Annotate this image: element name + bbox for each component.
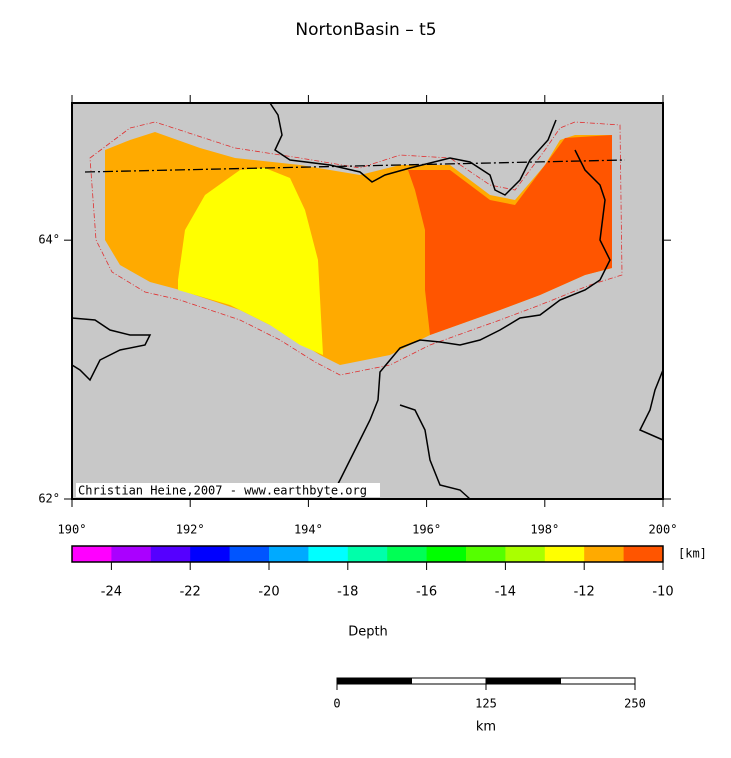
title: NortonBasin – t5 [295,20,436,40]
depth-zone [408,135,612,335]
lon-tick-label: 200° [649,523,678,537]
scale-unit: km [476,720,496,735]
color-swatch [347,546,388,562]
colorbar-tick-label: -18 [337,585,358,600]
lon-tick-label: 198° [530,523,559,537]
colorbar-tick-label: -12 [574,585,595,600]
scale-segment [411,677,487,685]
credit: Christian Heine,2007 - www.earthbyte.org [78,484,367,498]
credit-box [76,483,380,497]
basin-outline [89,121,623,376]
scale-tick-label: 125 [475,697,497,711]
color-swatch [584,546,625,562]
scale-segment [560,677,636,685]
lon-tick-label: 196° [412,523,441,537]
lon-tick-label: 190° [58,523,87,537]
scale-tick-label: 250 [624,697,646,711]
scale-tick-label: 0 [333,697,340,711]
scale-segment [336,677,412,685]
color-swatch [426,546,467,562]
colorbar-label: Depth [348,625,388,640]
color-swatch [387,546,428,562]
colorbar-tick-label: -24 [101,585,122,600]
color-swatch [269,546,309,562]
colorbar-frame [71,545,664,563]
colorbar-tick-label: -10 [652,585,673,600]
coastline [71,102,664,500]
colorbar-tick-label: -20 [258,585,279,600]
colorbar-unit: [km] [678,547,707,561]
color-swatch [308,546,349,562]
color-swatch [466,546,506,562]
colorbar-tick-label: -16 [416,585,437,600]
color-swatch [72,546,112,562]
boundary-line [84,159,626,173]
scale-segment [485,677,561,685]
lon-tick-label: 192° [176,523,205,537]
color-swatch [190,546,231,562]
color-swatch [505,546,546,562]
color-swatch [623,546,664,562]
depth-zone [178,168,323,355]
color-swatch [544,546,585,562]
color-swatch [111,546,152,562]
color-swatch [150,546,191,562]
color-swatch [229,546,270,562]
colorbar-tick-label: -22 [180,585,201,600]
colorbar-tick-label: -14 [495,585,516,600]
lat-tick-label: 62° [38,492,60,506]
lat-tick-label: 64° [38,233,60,247]
map-frame [71,102,664,500]
lon-tick-label: 194° [294,523,323,537]
